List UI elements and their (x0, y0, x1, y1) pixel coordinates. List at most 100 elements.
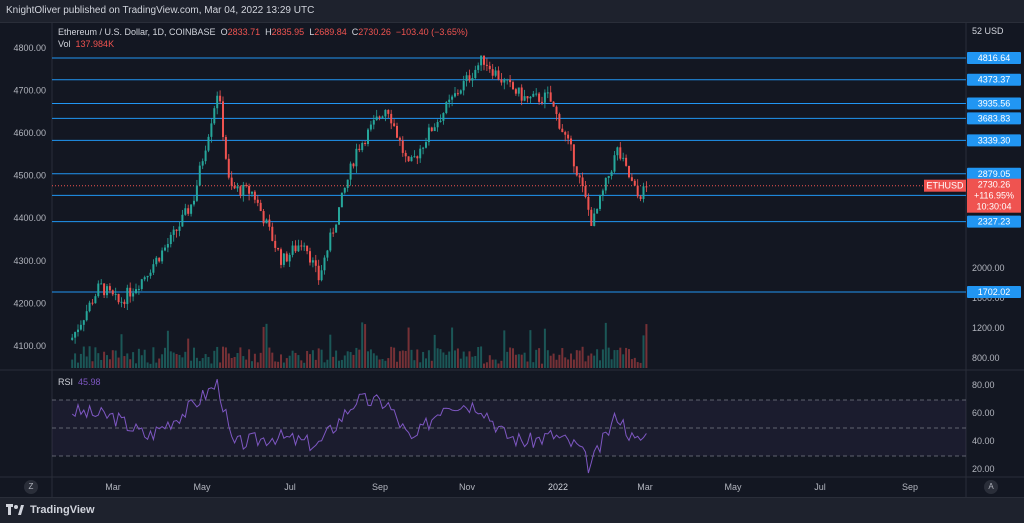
candle-body (192, 200, 195, 205)
candle-body (482, 55, 485, 65)
volume-bar (439, 349, 442, 368)
candle-body (488, 65, 491, 70)
candle-body (509, 79, 512, 83)
level-tag-bg (967, 97, 1021, 110)
candle-body (88, 302, 91, 312)
volume-bar (329, 334, 332, 368)
candle-body (85, 311, 88, 321)
candle-body (598, 195, 601, 209)
candle-body (349, 163, 352, 180)
ticker-tag-bg (924, 179, 966, 192)
volume-bar (314, 359, 317, 368)
volume-bar (514, 354, 517, 368)
volume-bar (578, 350, 581, 368)
axis-unit-label: USD (984, 26, 1004, 36)
low-value: 2689.84 (314, 27, 347, 37)
candle-body (465, 75, 468, 82)
volume-bar (593, 355, 596, 368)
candle-body (248, 185, 251, 194)
candle-body (245, 184, 248, 186)
volume-bar (422, 351, 425, 368)
candle-body (343, 187, 346, 193)
volume-bar (410, 349, 413, 368)
level-tag-bg (967, 112, 1021, 125)
tradingview-logo[interactable]: TradingView (6, 504, 95, 516)
volume-bar (598, 360, 601, 368)
left-axis-tick: 4300.00 (13, 256, 46, 266)
candle-body (155, 257, 158, 265)
volume-bar (265, 323, 268, 368)
candle-body (82, 320, 85, 325)
left-axis-tick: 4600.00 (13, 128, 46, 138)
right-axis-tick: 2000.00 (972, 263, 1005, 273)
volume-bar (633, 357, 636, 368)
candle-body (190, 204, 193, 214)
candle-body (195, 185, 198, 201)
candle-body (219, 95, 222, 102)
volume-bar (372, 353, 375, 368)
volume-bar (369, 349, 372, 368)
candle-body (306, 245, 309, 252)
level-tag-bg (967, 167, 1021, 180)
time-axis-tick: Jul (284, 482, 296, 492)
candle-body (265, 219, 268, 224)
volume-bar (82, 346, 85, 368)
candle-body (601, 190, 604, 196)
candle-body (523, 96, 526, 101)
volume-bar (427, 350, 430, 368)
volume-bar (236, 353, 239, 368)
candle-body (567, 134, 570, 139)
auto-scale-button[interactable]: A (984, 480, 998, 494)
candle-body (132, 293, 135, 297)
volume-bar (187, 338, 190, 368)
volume-bar (201, 358, 204, 368)
candle-body (236, 186, 239, 189)
candle-body (375, 116, 378, 121)
volume-bar (453, 350, 456, 368)
volume-bar (538, 348, 541, 368)
volume-bar (349, 352, 352, 368)
volume-bar (503, 330, 506, 368)
candle-body (117, 293, 120, 303)
chart-canvas[interactable]: 4100.00 4200.00 4300.00 4400.00 4500.00 4600.… (0, 22, 1024, 497)
candle-body (410, 157, 413, 162)
candle-body (433, 127, 436, 132)
volume-bar (190, 360, 193, 368)
volume-bar (137, 348, 140, 368)
volume-bar (549, 355, 552, 368)
volume-bar (387, 358, 390, 368)
candle-body (520, 87, 523, 101)
candle-body (387, 109, 390, 114)
candle-body (352, 163, 355, 167)
volume-bar (300, 360, 303, 368)
volume-bar (76, 362, 79, 368)
volume-bar (520, 354, 523, 368)
right-axis-tick: 1200.00 (972, 323, 1005, 333)
candle-body (384, 109, 387, 117)
candle-body (436, 122, 439, 128)
volume-bar (227, 353, 230, 368)
zoom-button[interactable]: Z (24, 480, 38, 494)
volume-bar (111, 350, 114, 368)
volume-bar (462, 351, 465, 368)
volume-bar (581, 346, 584, 368)
candle-body (514, 89, 517, 94)
volume-bar (555, 359, 558, 368)
candle-body (381, 116, 384, 118)
candle-body (297, 245, 300, 252)
candle-body (146, 275, 149, 278)
candle-body (427, 127, 430, 143)
left-axis-tick: 4700.00 (13, 85, 46, 95)
volume-bar (494, 359, 497, 368)
candle-body (169, 234, 172, 245)
candle-body (532, 93, 535, 97)
volume-bar (306, 350, 309, 368)
candle-body (239, 186, 242, 196)
candle-body (97, 283, 100, 297)
candle-body (497, 70, 500, 80)
candle-body (395, 125, 398, 138)
rsi-line (71, 379, 647, 474)
volume-bar (108, 359, 111, 368)
candle-body (593, 213, 596, 226)
volume-bar (352, 354, 355, 368)
